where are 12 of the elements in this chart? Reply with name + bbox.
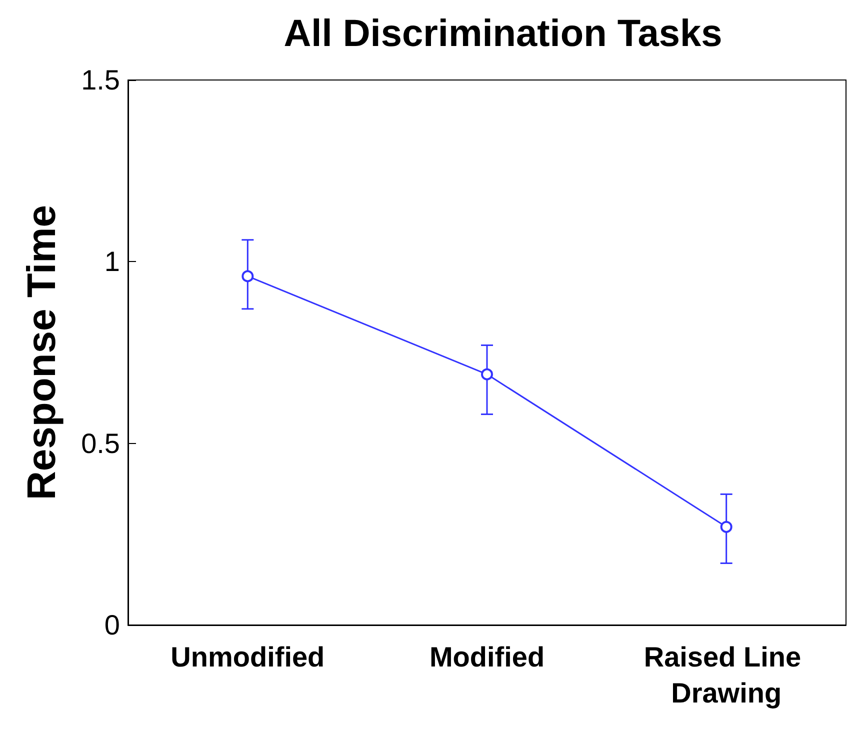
x-tick-label: Unmodified bbox=[170, 642, 325, 672]
x-tick-label: Raised Line Drawing bbox=[644, 642, 809, 708]
y-tick-label: 1 bbox=[104, 246, 120, 278]
chart-title: All Discrimination Tasks bbox=[284, 13, 722, 55]
y-tick-label: 0.5 bbox=[81, 428, 120, 459]
y-tick-label: 0 bbox=[104, 610, 120, 640]
x-tick-label: Modified bbox=[429, 642, 545, 672]
y-tick-label: 1.5 bbox=[81, 64, 120, 96]
point bbox=[481, 368, 493, 380]
y-axis-title: Response Time bbox=[20, 205, 64, 500]
point bbox=[720, 520, 732, 533]
point bbox=[242, 270, 254, 282]
